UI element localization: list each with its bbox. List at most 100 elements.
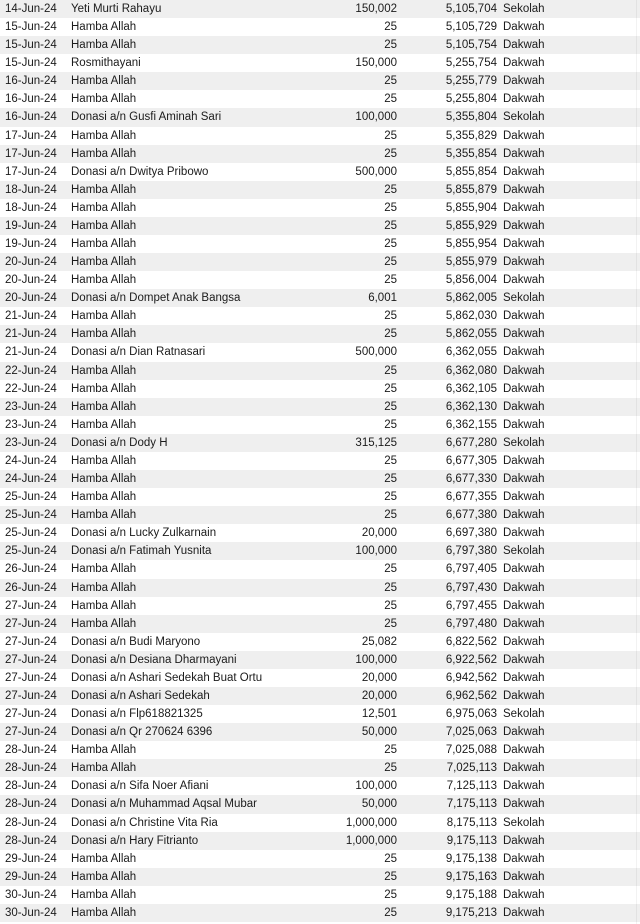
cell-category[interactable]: Dakwah xyxy=(503,689,545,702)
cell-amount[interactable]: 25 xyxy=(384,762,397,775)
cell-amount[interactable]: 100,000 xyxy=(355,545,397,558)
cell-category[interactable]: Dakwah xyxy=(503,328,545,341)
cell-category[interactable]: Dakwah xyxy=(503,418,545,431)
cell-date[interactable]: 26-Jun-24 xyxy=(5,581,57,594)
cell-date[interactable]: 15-Jun-24 xyxy=(5,39,57,52)
cell-balance[interactable]: 6,362,055 xyxy=(445,346,497,359)
cell-balance[interactable]: 9,175,188 xyxy=(445,888,497,901)
cell-date[interactable]: 30-Jun-24 xyxy=(5,906,57,919)
cell-donor-name[interactable]: Donasi a/n Christine Vita Ria xyxy=(71,816,218,829)
cell-category[interactable]: Dakwah xyxy=(503,473,545,486)
cell-date[interactable]: 27-Jun-24 xyxy=(5,617,57,630)
cell-balance[interactable]: 6,697,380 xyxy=(445,527,497,540)
cell-category[interactable]: Dakwah xyxy=(503,834,545,847)
cell-category[interactable]: Dakwah xyxy=(503,888,545,901)
cell-donor-name[interactable]: Hamba Allah xyxy=(71,183,137,196)
cell-category[interactable]: Dakwah xyxy=(503,400,545,413)
cell-donor-name[interactable]: Hamba Allah xyxy=(71,201,137,214)
cell-donor-name[interactable]: Hamba Allah xyxy=(71,400,137,413)
cell-category[interactable]: Sekolah xyxy=(503,292,545,305)
cell-category[interactable]: Dakwah xyxy=(503,798,545,811)
cell-amount[interactable]: 25 xyxy=(384,563,397,576)
cell-date[interactable]: 25-Jun-24 xyxy=(5,491,57,504)
cell-balance[interactable]: 5,856,004 xyxy=(445,274,497,287)
cell-category[interactable]: Dakwah xyxy=(503,364,545,377)
cell-amount[interactable]: 25 xyxy=(384,364,397,377)
cell-category[interactable]: Sekolah xyxy=(503,816,545,829)
cell-donor-name[interactable]: Hamba Allah xyxy=(71,129,137,142)
cell-balance[interactable]: 5,355,804 xyxy=(445,111,497,124)
cell-category[interactable]: Dakwah xyxy=(503,147,545,160)
cell-category[interactable]: Dakwah xyxy=(503,581,545,594)
cell-donor-name[interactable]: Rosmithayani xyxy=(71,57,141,70)
cell-date[interactable]: 28-Jun-24 xyxy=(5,744,57,757)
cell-donor-name[interactable]: Donasi a/n Fatimah Yusnita xyxy=(71,545,212,558)
cell-donor-name[interactable]: Hamba Allah xyxy=(71,599,137,612)
cell-date[interactable]: 18-Jun-24 xyxy=(5,201,57,214)
cell-date[interactable]: 27-Jun-24 xyxy=(5,708,57,721)
cell-donor-name[interactable]: Hamba Allah xyxy=(71,762,137,775)
cell-amount[interactable]: 20,000 xyxy=(361,671,397,684)
cell-balance[interactable]: 6,362,130 xyxy=(445,400,497,413)
cell-donor-name[interactable]: Hamba Allah xyxy=(71,744,137,757)
cell-donor-name[interactable]: Donasi a/n Dian Ratnasari xyxy=(71,346,206,359)
cell-category[interactable]: Dakwah xyxy=(503,21,545,34)
cell-date[interactable]: 22-Jun-24 xyxy=(5,382,57,395)
cell-date[interactable]: 23-Jun-24 xyxy=(5,436,57,449)
cell-category[interactable]: Dakwah xyxy=(503,454,545,467)
cell-balance[interactable]: 6,362,080 xyxy=(445,364,497,377)
cell-donor-name[interactable]: Hamba Allah xyxy=(71,454,137,467)
cell-balance[interactable]: 5,105,704 xyxy=(445,3,497,15)
cell-category[interactable]: Dakwah xyxy=(503,310,545,323)
cell-date[interactable]: 20-Jun-24 xyxy=(5,256,57,269)
cell-date[interactable]: 19-Jun-24 xyxy=(5,238,57,251)
cell-amount[interactable]: 25,082 xyxy=(361,635,397,648)
cell-amount[interactable]: 25 xyxy=(384,473,397,486)
cell-donor-name[interactable]: Hamba Allah xyxy=(71,21,137,34)
cell-date[interactable]: 17-Jun-24 xyxy=(5,129,57,142)
cell-donor-name[interactable]: Hamba Allah xyxy=(71,509,137,522)
cell-amount[interactable]: 12,501 xyxy=(361,708,397,721)
cell-category[interactable]: Dakwah xyxy=(503,491,545,504)
cell-balance[interactable]: 5,105,754 xyxy=(445,39,497,52)
cell-donor-name[interactable]: Hamba Allah xyxy=(71,870,137,883)
cell-balance[interactable]: 6,797,455 xyxy=(445,599,497,612)
cell-amount[interactable]: 25 xyxy=(384,400,397,413)
cell-amount[interactable]: 25 xyxy=(384,744,397,757)
cell-donor-name[interactable]: Donasi a/n Dompet Anak Bangsa xyxy=(71,292,241,305)
cell-donor-name[interactable]: Hamba Allah xyxy=(71,418,137,431)
cell-balance[interactable]: 5,862,005 xyxy=(445,292,497,305)
cell-category[interactable]: Dakwah xyxy=(503,744,545,757)
cell-amount[interactable]: 315,125 xyxy=(355,436,397,449)
cell-amount[interactable]: 100,000 xyxy=(355,111,397,124)
cell-amount[interactable]: 500,000 xyxy=(355,346,397,359)
cell-category[interactable]: Dakwah xyxy=(503,39,545,52)
cell-balance[interactable]: 6,362,105 xyxy=(445,382,497,395)
cell-amount[interactable]: 150,000 xyxy=(355,57,397,70)
cell-donor-name[interactable]: Hamba Allah xyxy=(71,93,137,106)
cell-date[interactable]: 27-Jun-24 xyxy=(5,726,57,739)
cell-category[interactable]: Sekolah xyxy=(503,436,545,449)
cell-amount[interactable]: 100,000 xyxy=(355,653,397,666)
cell-balance[interactable]: 6,942,562 xyxy=(445,671,497,684)
cell-balance[interactable]: 5,855,904 xyxy=(445,201,497,214)
cell-category[interactable]: Dakwah xyxy=(503,57,545,70)
cell-donor-name[interactable]: Hamba Allah xyxy=(71,617,137,630)
cell-date[interactable]: 28-Jun-24 xyxy=(5,816,57,829)
cell-date[interactable]: 23-Jun-24 xyxy=(5,400,57,413)
cell-date[interactable]: 22-Jun-24 xyxy=(5,364,57,377)
cell-balance[interactable]: 6,677,330 xyxy=(445,473,497,486)
cell-donor-name[interactable]: Donasi a/n Qr 270624 6396 xyxy=(71,726,213,739)
cell-donor-name[interactable]: Donasi a/n Desiana Dharmayani xyxy=(71,653,237,666)
cell-amount[interactable]: 500,000 xyxy=(355,165,397,178)
cell-category[interactable]: Sekolah xyxy=(503,708,545,721)
cell-balance[interactable]: 5,355,829 xyxy=(445,129,497,142)
cell-amount[interactable]: 25 xyxy=(384,509,397,522)
cell-category[interactable]: Dakwah xyxy=(503,509,545,522)
cell-donor-name[interactable]: Hamba Allah xyxy=(71,238,137,251)
cell-amount[interactable]: 50,000 xyxy=(361,726,397,739)
cell-amount[interactable]: 25 xyxy=(384,328,397,341)
cell-donor-name[interactable]: Donasi a/n Muhammad Aqsal Mubar xyxy=(71,798,258,811)
cell-category[interactable]: Dakwah xyxy=(503,201,545,214)
cell-amount[interactable]: 25 xyxy=(384,599,397,612)
